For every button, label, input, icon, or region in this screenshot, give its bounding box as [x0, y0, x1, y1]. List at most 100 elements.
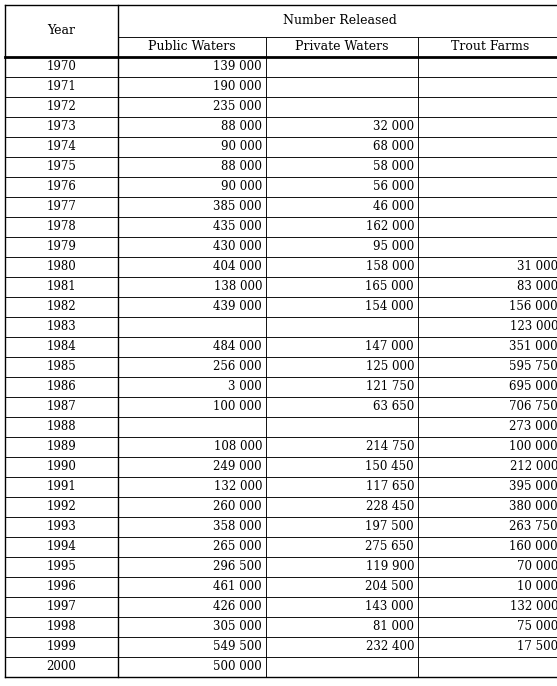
Text: 88 000: 88 000	[221, 121, 262, 134]
Text: 10 000: 10 000	[517, 580, 557, 593]
Text: 1984: 1984	[47, 340, 76, 353]
Text: 256 000: 256 000	[213, 361, 262, 373]
Text: 461 000: 461 000	[213, 580, 262, 593]
Text: 2000: 2000	[47, 661, 76, 674]
Text: 395 000: 395 000	[509, 480, 557, 493]
Text: 190 000: 190 000	[213, 80, 262, 93]
Text: 1978: 1978	[47, 220, 76, 233]
Text: 63 650: 63 650	[373, 401, 414, 414]
Text: 123 000: 123 000	[510, 320, 557, 333]
Text: Number Released: Number Released	[283, 14, 397, 27]
Text: 1987: 1987	[47, 401, 76, 414]
Text: 1980: 1980	[47, 261, 76, 274]
Text: 263 750: 263 750	[509, 521, 557, 534]
Text: 1983: 1983	[47, 320, 76, 333]
Text: 1995: 1995	[47, 560, 76, 573]
Text: 1973: 1973	[47, 121, 76, 134]
Text: 132 000: 132 000	[213, 480, 262, 493]
Text: 1996: 1996	[47, 580, 76, 593]
Text: 3 000: 3 000	[228, 381, 262, 394]
Text: 100 000: 100 000	[213, 401, 262, 414]
Text: 1989: 1989	[47, 440, 76, 453]
Text: 100 000: 100 000	[509, 440, 557, 453]
Text: 121 750: 121 750	[365, 381, 414, 394]
Text: 147 000: 147 000	[365, 340, 414, 353]
Text: 595 750: 595 750	[509, 361, 557, 373]
Text: 404 000: 404 000	[213, 261, 262, 274]
Text: 351 000: 351 000	[509, 340, 557, 353]
Text: 156 000: 156 000	[509, 300, 557, 314]
Text: 212 000: 212 000	[510, 460, 557, 473]
Text: 125 000: 125 000	[365, 361, 414, 373]
Text: 1982: 1982	[47, 300, 76, 314]
Text: Public Waters: Public Waters	[148, 40, 236, 54]
Text: 119 900: 119 900	[365, 560, 414, 573]
Text: 68 000: 68 000	[373, 141, 414, 154]
Text: 197 500: 197 500	[365, 521, 414, 534]
Text: 75 000: 75 000	[517, 621, 557, 633]
Text: 1991: 1991	[47, 480, 76, 493]
Text: 1997: 1997	[47, 600, 76, 613]
Text: 439 000: 439 000	[213, 300, 262, 314]
Text: 165 000: 165 000	[365, 281, 414, 294]
Text: 1974: 1974	[47, 141, 76, 154]
Text: 1986: 1986	[47, 381, 76, 394]
Text: 83 000: 83 000	[517, 281, 557, 294]
Text: 117 650: 117 650	[365, 480, 414, 493]
Text: 1971: 1971	[47, 80, 76, 93]
Text: 273 000: 273 000	[509, 421, 557, 434]
Text: 249 000: 249 000	[213, 460, 262, 473]
Text: 214 750: 214 750	[365, 440, 414, 453]
Text: 435 000: 435 000	[213, 220, 262, 233]
Text: 232 400: 232 400	[365, 641, 414, 654]
Text: 31 000: 31 000	[517, 261, 557, 274]
Text: 154 000: 154 000	[365, 300, 414, 314]
Text: 1999: 1999	[47, 641, 76, 654]
Text: 158 000: 158 000	[365, 261, 414, 274]
Text: 150 450: 150 450	[365, 460, 414, 473]
Text: 275 650: 275 650	[365, 541, 414, 554]
Text: Trout Farms: Trout Farms	[451, 40, 529, 54]
Text: Private Waters: Private Waters	[295, 40, 389, 54]
Text: 95 000: 95 000	[373, 241, 414, 254]
Text: 1970: 1970	[47, 60, 76, 73]
Text: 1985: 1985	[47, 361, 76, 373]
Text: 1972: 1972	[47, 101, 76, 113]
Text: 1998: 1998	[47, 621, 76, 633]
Text: 88 000: 88 000	[221, 161, 262, 174]
Text: Year: Year	[47, 25, 76, 38]
Text: 1992: 1992	[47, 501, 76, 514]
Text: 143 000: 143 000	[365, 600, 414, 613]
Text: 260 000: 260 000	[213, 501, 262, 514]
Text: 58 000: 58 000	[373, 161, 414, 174]
Text: 90 000: 90 000	[221, 180, 262, 193]
Text: 484 000: 484 000	[213, 340, 262, 353]
Text: 46 000: 46 000	[373, 200, 414, 213]
Text: 549 500: 549 500	[213, 641, 262, 654]
Text: 380 000: 380 000	[509, 501, 557, 514]
Text: 1993: 1993	[47, 521, 76, 534]
Text: 265 000: 265 000	[213, 541, 262, 554]
Text: 1994: 1994	[47, 541, 76, 554]
Text: 1990: 1990	[47, 460, 76, 473]
Text: 81 000: 81 000	[373, 621, 414, 633]
Text: 706 750: 706 750	[509, 401, 557, 414]
Text: 56 000: 56 000	[373, 180, 414, 193]
Text: 500 000: 500 000	[213, 661, 262, 674]
Text: 32 000: 32 000	[373, 121, 414, 134]
Text: 90 000: 90 000	[221, 141, 262, 154]
Text: 1981: 1981	[47, 281, 76, 294]
Text: 70 000: 70 000	[517, 560, 557, 573]
Text: 228 450: 228 450	[365, 501, 414, 514]
Text: 296 500: 296 500	[213, 560, 262, 573]
Text: 138 000: 138 000	[213, 281, 262, 294]
Text: 1979: 1979	[47, 241, 76, 254]
Text: 160 000: 160 000	[509, 541, 557, 554]
Text: 204 500: 204 500	[365, 580, 414, 593]
Text: 1977: 1977	[47, 200, 76, 213]
Text: 426 000: 426 000	[213, 600, 262, 613]
Text: 358 000: 358 000	[213, 521, 262, 534]
Text: 385 000: 385 000	[213, 200, 262, 213]
Text: 305 000: 305 000	[213, 621, 262, 633]
Text: 108 000: 108 000	[213, 440, 262, 453]
